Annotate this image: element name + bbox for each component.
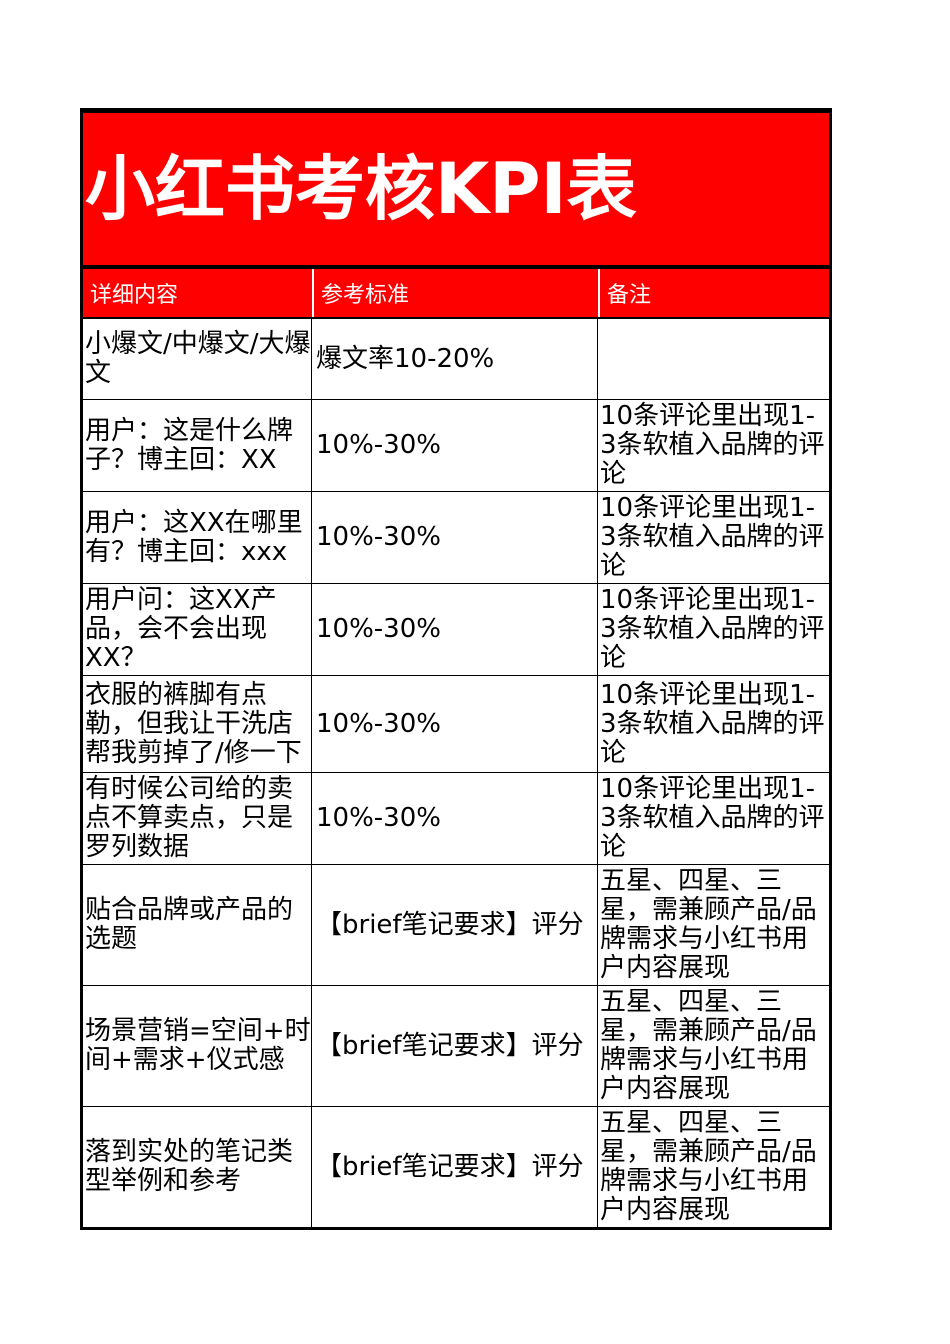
cell-content[interactable]: 落到实处的笔记类型举例和参考 bbox=[83, 1107, 312, 1227]
table-row: 用户：这XX在哪里有？博主回：xxx 10%-30% 10条评论里出现1-3条软… bbox=[83, 492, 829, 584]
table-row: 小爆文/中爆文/大爆文 爆文率10-20% bbox=[83, 319, 829, 400]
cell-note[interactable]: 10条评论里出现1-3条软植入品牌的评论 bbox=[600, 679, 825, 768]
column-header-standard[interactable]: 参考标准 bbox=[312, 269, 598, 317]
cell-content[interactable]: 用户问：这XX产品，会不会出现XX？ bbox=[83, 584, 312, 675]
cell-content[interactable]: 有时候公司给的卖点不算卖点，只是罗列数据 bbox=[83, 773, 312, 864]
cell-standard[interactable]: 【brief笔记要求】评分 bbox=[312, 865, 598, 985]
cell-content[interactable]: 用户：这是什么牌子？博主回：XX bbox=[83, 400, 312, 491]
table-row: 衣服的裤脚有点勒，但我让干洗店帮我剪掉了/修一下 10%-30% 10条评论里出… bbox=[83, 676, 829, 773]
table-row: 用户：这是什么牌子？博主回：XX 10%-30% 10条评论里出现1-3条软植入… bbox=[83, 400, 829, 492]
column-header-content[interactable]: 详细内容 bbox=[90, 283, 179, 308]
cell-content[interactable]: 贴合品牌或产品的选题 bbox=[83, 865, 312, 985]
cell-standard[interactable]: 【brief笔记要求】评分 bbox=[312, 1107, 598, 1227]
cell-standard[interactable]: 10%-30% bbox=[312, 676, 598, 772]
cell-standard[interactable]: 【brief笔记要求】评分 bbox=[312, 986, 598, 1106]
table-row: 场景营销=空间+时间+需求+仪式感 【brief笔记要求】评分 五星、四星、三星… bbox=[83, 986, 829, 1107]
column-header-note[interactable]: 备注 bbox=[598, 269, 829, 317]
cell-standard[interactable]: 10%-30% bbox=[312, 400, 598, 491]
cell-note[interactable]: 10条评论里出现1-3条软植入品牌的评论 bbox=[600, 401, 825, 489]
kpi-table: 小红书考核KPI表 详细内容 参考标准 备注 小爆文/中爆文/大爆文 爆文率10… bbox=[80, 108, 832, 1230]
table-row: 落到实处的笔记类型举例和参考 【brief笔记要求】评分 五星、四星、三星，需兼… bbox=[83, 1107, 829, 1227]
cell-content[interactable]: 用户：这XX在哪里有？博主回：xxx bbox=[83, 492, 312, 583]
cell-standard[interactable]: 爆文率10-20% bbox=[312, 319, 598, 399]
cell-standard[interactable]: 10%-30% bbox=[312, 584, 598, 675]
table-row: 贴合品牌或产品的选题 【brief笔记要求】评分 五星、四星、三星，需兼顾产品/… bbox=[83, 865, 829, 986]
table-header-row: 详细内容 参考标准 备注 bbox=[83, 269, 829, 319]
cell-note[interactable]: 五星、四星、三星，需兼顾产品/品牌需求与小红书用户内容展现 bbox=[600, 866, 817, 983]
cell-note[interactable]: 10条评论里出现1-3条软植入品牌的评论 bbox=[600, 774, 825, 862]
table-row: 有时候公司给的卖点不算卖点，只是罗列数据 10%-30% 10条评论里出现1-3… bbox=[83, 773, 829, 865]
cell-note[interactable]: 10条评论里出现1-3条软植入品牌的评论 bbox=[600, 585, 825, 673]
cell-content[interactable]: 场景营销=空间+时间+需求+仪式感 bbox=[83, 986, 312, 1106]
cell-note[interactable]: 10条评论里出现1-3条软植入品牌的评论 bbox=[600, 493, 825, 581]
cell-standard[interactable]: 10%-30% bbox=[312, 492, 598, 583]
cell-note[interactable]: 五星、四星、三星，需兼顾产品/品牌需求与小红书用户内容展现 bbox=[600, 987, 817, 1104]
cell-content[interactable]: 衣服的裤脚有点勒，但我让干洗店帮我剪掉了/修一下 bbox=[83, 676, 312, 772]
cell-note[interactable]: 五星、四星、三星，需兼顾产品/品牌需求与小红书用户内容展现 bbox=[600, 1108, 817, 1225]
cell-content[interactable]: 小爆文/中爆文/大爆文 bbox=[83, 319, 312, 399]
page-title: 小红书考核KPI表 bbox=[85, 148, 637, 230]
cell-note[interactable] bbox=[598, 319, 829, 399]
table-row: 用户问：这XX产品，会不会出现XX？ 10%-30% 10条评论里出现1-3条软… bbox=[83, 584, 829, 676]
title-banner-cell[interactable]: 小红书考核KPI表 bbox=[83, 113, 829, 269]
cell-standard[interactable]: 10%-30% bbox=[312, 773, 598, 864]
